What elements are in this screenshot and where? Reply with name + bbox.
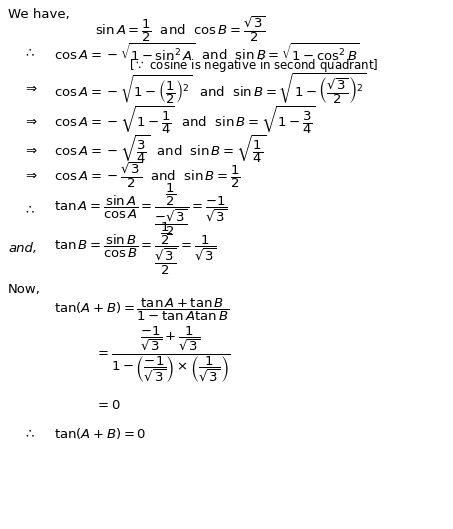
- Text: $= 0$: $= 0$: [95, 399, 121, 412]
- Text: $\cos A = -\sqrt{1-\left(\dfrac{1}{2}\right)^2}$  and  $\sin B = \sqrt{1-\left(\: $\cos A = -\sqrt{1-\left(\dfrac{1}{2}\ri…: [54, 71, 367, 106]
- Text: We have,: We have,: [8, 8, 70, 21]
- Text: $\therefore$: $\therefore$: [23, 204, 35, 216]
- Text: $\cos A = -\dfrac{\sqrt{3}}{2}$  and  $\sin B = \dfrac{1}{2}$: $\cos A = -\dfrac{\sqrt{3}}{2}$ and $\si…: [54, 160, 241, 190]
- Text: $= \dfrac{\dfrac{-1}{\sqrt{3}}+\dfrac{1}{\sqrt{3}}}{1-\left(\dfrac{-1}{\sqrt{3}}: $= \dfrac{\dfrac{-1}{\sqrt{3}}+\dfrac{1}…: [95, 324, 231, 385]
- Text: $\tan A = \dfrac{\sin A}{\cos A} = \dfrac{\dfrac{1}{2}}{\dfrac{-\sqrt{3}}{2}} = : $\tan A = \dfrac{\sin A}{\cos A} = \dfra…: [54, 182, 228, 238]
- Text: $\tan(A+B) = 0$: $\tan(A+B) = 0$: [54, 426, 147, 441]
- Text: $\cos A = -\sqrt{1-\sin^2 A}$  and  $\sin B = \sqrt{1-\cos^2 B}$: $\cos A = -\sqrt{1-\sin^2 A}$ and $\sin …: [54, 42, 360, 63]
- Text: and,: and,: [8, 242, 37, 255]
- Text: $\Rightarrow$: $\Rightarrow$: [23, 143, 38, 156]
- Text: Now,: Now,: [8, 284, 41, 296]
- Text: $\tan(A+B) = \dfrac{\tan A + \tan B}{1 - \tan A \tan B}$: $\tan(A+B) = \dfrac{\tan A + \tan B}{1 -…: [54, 296, 230, 323]
- Text: [$\because$ cosine is negative in second quadrant]: [$\because$ cosine is negative in second…: [129, 57, 379, 74]
- Text: $\Rightarrow$: $\Rightarrow$: [23, 115, 38, 127]
- Text: $\sin A = \dfrac{1}{2}$  and  $\cos B = \dfrac{\sqrt{3}}{2}$: $\sin A = \dfrac{1}{2}$ and $\cos B = \d…: [95, 14, 265, 44]
- Text: $\cos A = -\sqrt{\dfrac{3}{4}}$  and  $\sin B = \sqrt{\dfrac{1}{4}}$: $\cos A = -\sqrt{\dfrac{3}{4}}$ and $\si…: [54, 134, 267, 166]
- Text: $\Rightarrow$: $\Rightarrow$: [23, 82, 38, 95]
- Text: $\Rightarrow$: $\Rightarrow$: [23, 169, 38, 181]
- Text: $\therefore$: $\therefore$: [23, 47, 35, 59]
- Text: $\tan B = \dfrac{\sin B}{\cos B} = \dfrac{\dfrac{1}{2}}{\dfrac{\sqrt{3}}{2}} = \: $\tan B = \dfrac{\sin B}{\cos B} = \dfra…: [54, 221, 217, 277]
- Text: $\therefore$: $\therefore$: [23, 427, 35, 440]
- Text: $\cos A = -\sqrt{1-\dfrac{1}{4}}$  and  $\sin B = \sqrt{1-\dfrac{3}{4}}$: $\cos A = -\sqrt{1-\dfrac{1}{4}}$ and $\…: [54, 105, 316, 137]
